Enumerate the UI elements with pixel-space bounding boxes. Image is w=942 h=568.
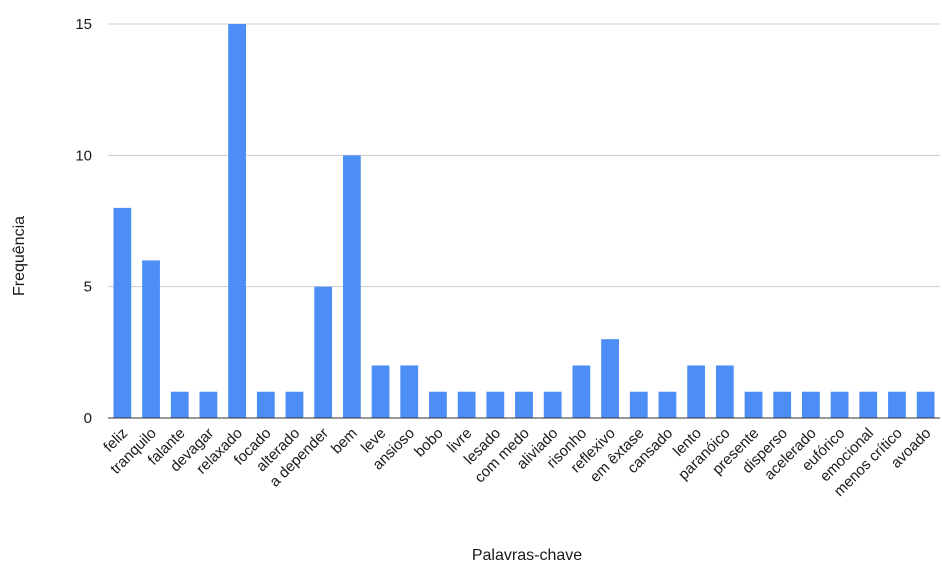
bar-presente	[744, 391, 763, 418]
bar-avoado	[916, 391, 935, 418]
x-tick-label: bem	[328, 425, 361, 458]
bar-bobo	[429, 391, 447, 418]
bar-focado	[256, 391, 275, 418]
bar-ansioso	[400, 365, 419, 418]
x-tick-label: bobo	[411, 425, 447, 461]
grid-lines	[108, 23, 940, 288]
y-tick-label: 5	[84, 279, 92, 296]
bar-reflexivo	[601, 339, 619, 418]
bar-alterado	[285, 391, 304, 418]
bar-em-êxtase	[629, 391, 648, 418]
bar-a-depender	[314, 286, 333, 418]
bar-lesado	[486, 391, 505, 418]
bar-leve	[371, 365, 390, 418]
bar-aliviado	[543, 391, 562, 418]
bar-cansado	[658, 391, 677, 418]
bar-disperso	[773, 391, 792, 418]
bar-lento	[687, 365, 706, 418]
bar-paranóico	[715, 365, 734, 418]
bar-menos-crítico	[888, 391, 906, 418]
y-tick-label: 10	[75, 147, 92, 164]
bar-feliz	[113, 207, 132, 418]
bar-livre	[457, 391, 476, 418]
y-tick-label: 15	[75, 16, 92, 33]
bar-risonho	[572, 365, 591, 418]
bar-com-medo	[515, 391, 533, 418]
x-axis-ticks: feliztranquilofalantedevagarrelaxadofoca…	[100, 425, 934, 500]
x-axis-title: Palavras-chave	[472, 547, 582, 564]
bar-relaxado	[228, 24, 246, 418]
bar-falante	[170, 391, 189, 418]
y-axis-title: Frequência	[11, 216, 28, 296]
bar-eufórico	[830, 391, 849, 418]
bar-emocional	[859, 391, 878, 418]
bar-tranquilo	[142, 260, 160, 418]
bar-acelerado	[802, 391, 820, 418]
bars	[113, 24, 935, 419]
y-axis-ticks: 0 5 10 15	[75, 16, 92, 427]
y-tick-label: 0	[84, 410, 92, 427]
bar-devagar	[199, 391, 218, 418]
bar-bem	[342, 155, 361, 419]
